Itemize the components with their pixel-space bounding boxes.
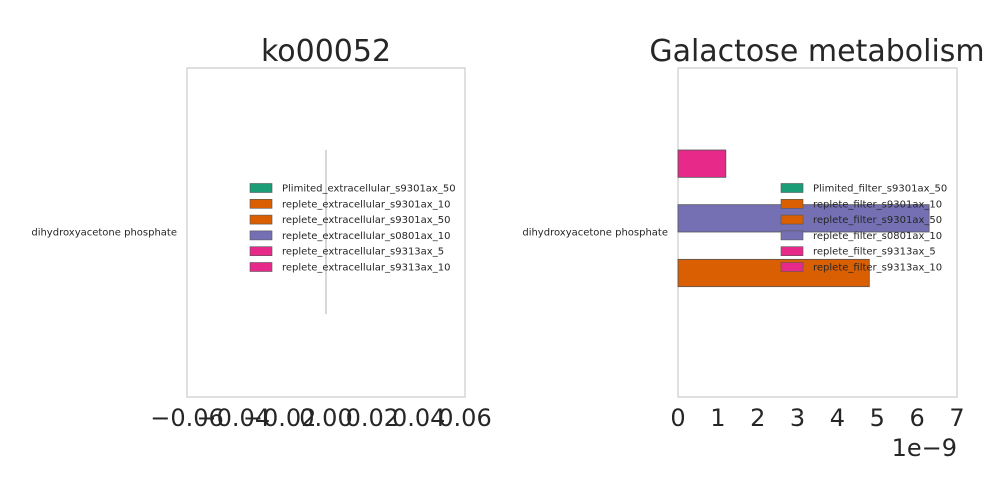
axes-frame <box>677 67 958 398</box>
legend-label: replete_filter_s9313ax_10 <box>813 263 942 274</box>
legend-label: replete_extracellular_s0801ax_10 <box>282 231 450 242</box>
chart-title: ko00052 <box>261 34 391 69</box>
bar <box>677 204 930 233</box>
legend-swatch <box>249 230 273 241</box>
legend-swatch <box>780 230 804 241</box>
x-tick-label: 0.04 <box>392 404 445 432</box>
legend-label: replete_extracellular_s9313ax_5 <box>282 247 444 258</box>
legend-label: Plimited_extracellular_s9301ax_50 <box>282 184 456 195</box>
chart-panel-1: Galactose metabolism 0 1 2 3 4 5 6 71e−9 dihydrox… <box>522 34 984 462</box>
legend-label: replete_extracellular_s9301ax_50 <box>282 215 450 226</box>
x-tick-label: −0.06 <box>150 404 224 432</box>
legend-label: replete_extracellular_s9301ax_10 <box>282 199 450 210</box>
legend-swatch <box>249 262 273 272</box>
bar <box>677 149 727 178</box>
x-tick-label: −0.02 <box>243 404 317 432</box>
x-tick-label: 0 <box>670 404 685 432</box>
x-tick-label: 4 <box>830 404 845 432</box>
x-tick-label: 6 <box>910 404 925 432</box>
chart-title: Galactose metabolism <box>649 34 984 69</box>
legend-label: replete_filter_s0801ax_10 <box>813 231 942 242</box>
x-offset-label: 1e−9 <box>892 434 957 462</box>
x-tick-label: −0.04 <box>197 404 271 432</box>
bar <box>677 258 870 288</box>
x-tick-label: 5 <box>870 404 885 432</box>
legend-swatch <box>780 183 804 193</box>
x-tick-label: 7 <box>949 404 964 432</box>
legend-swatch <box>249 246 273 256</box>
legend-label: replete_filter_s9313ax_5 <box>813 247 936 258</box>
legend-swatch <box>780 262 804 272</box>
x-tick-label: 0.06 <box>438 404 491 432</box>
chart-panel-0: ko00052 −0.06−0.04−0.020.000.020.040.06 di… <box>31 34 491 432</box>
x-tick-label: 2 <box>750 404 765 432</box>
legend-label: replete_filter_s9301ax_10 <box>813 199 942 210</box>
legend-swatch <box>249 183 273 193</box>
legend-label: Plimited_filter_s9301ax_50 <box>813 184 947 195</box>
legend-label: replete_extracellular_s9313ax_10 <box>282 263 450 274</box>
legend-label: replete_filter_s9301ax_50 <box>813 215 942 226</box>
x-tick-label: 3 <box>790 404 805 432</box>
legend-swatch <box>249 214 273 225</box>
legend-swatch <box>249 199 273 209</box>
y-category-label: dihydroxyacetone phosphate <box>31 228 177 239</box>
x-tick-label: 0.02 <box>346 404 399 432</box>
x-tick-label: 1 <box>710 404 725 432</box>
x-tick-label: 0.00 <box>299 404 352 432</box>
legend-swatch <box>780 246 804 256</box>
legend-swatch <box>780 199 804 209</box>
y-category-label: dihydroxyacetone phosphate <box>522 228 668 239</box>
legend-swatch <box>780 214 804 225</box>
